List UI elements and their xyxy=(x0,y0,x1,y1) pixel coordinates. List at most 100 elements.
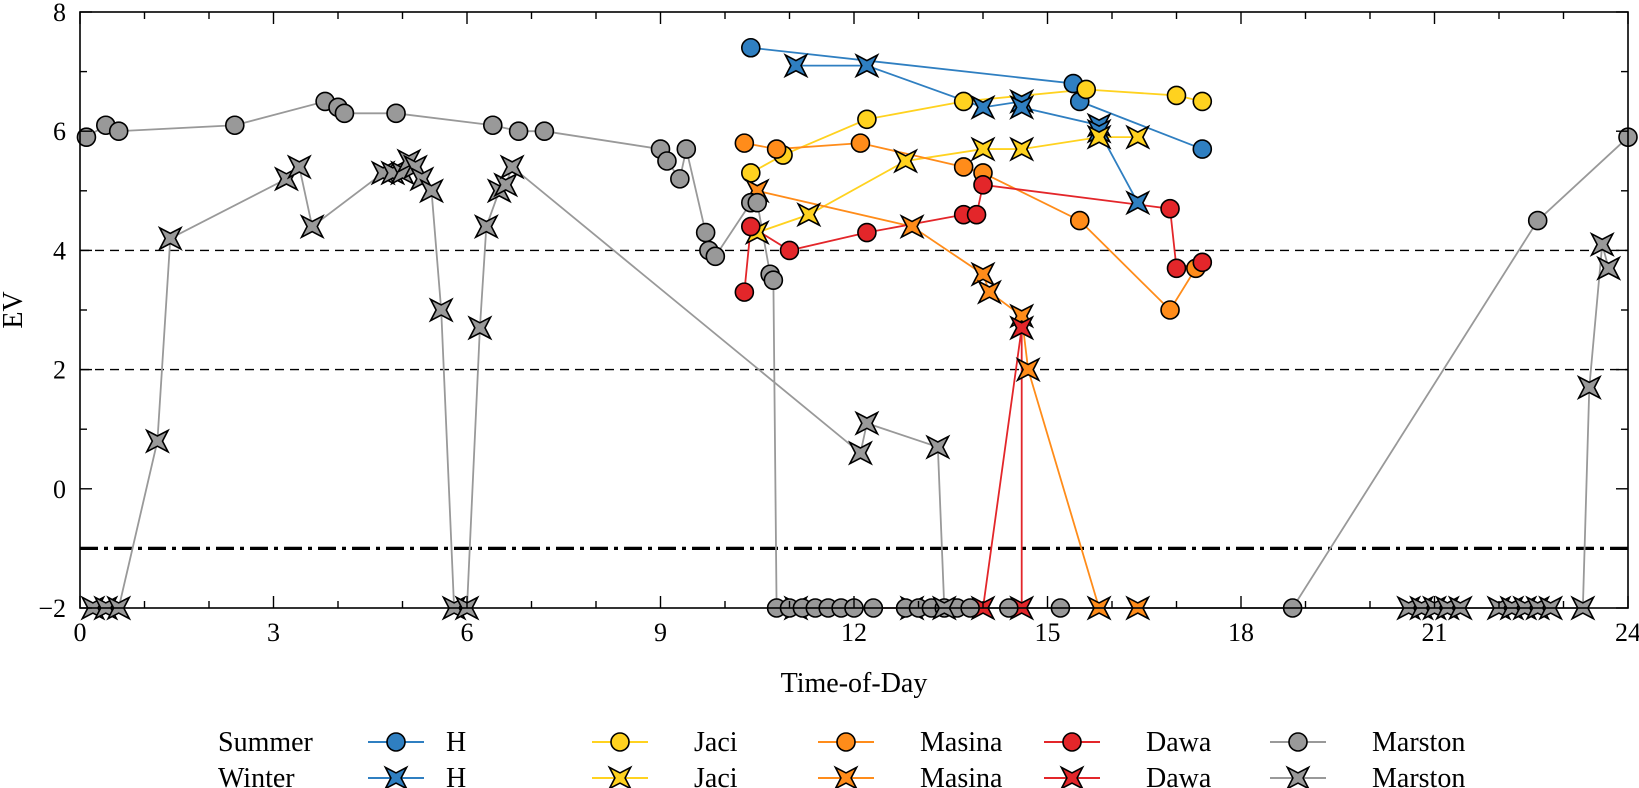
data-point-jaci-summer-5 xyxy=(1166,85,1187,106)
data-point-masina-summer-2 xyxy=(850,133,871,153)
data-point-marston-summer-14 xyxy=(676,139,697,159)
x-tick-label: 18 xyxy=(1228,618,1254,647)
data-point-jaci-winter-4 xyxy=(1009,136,1035,162)
legend-label-masina-summer: Masina xyxy=(920,727,1003,758)
legend-row-label-winter: Winter xyxy=(218,763,295,788)
data-point-marston-winter-14 xyxy=(419,178,445,204)
legend-label-masina-winter: Masina xyxy=(920,763,1003,788)
data-point-marston-winter-23 xyxy=(847,440,873,466)
data-point-h-winter-4 xyxy=(1009,94,1035,120)
x-axis-label: Time-of-Day xyxy=(781,668,928,699)
x-tick-label: 6 xyxy=(461,618,474,647)
legend-label-marston-summer: Marston xyxy=(1372,727,1465,758)
data-point-marston-summer-3 xyxy=(225,115,245,136)
legend-marker-jaci-summer xyxy=(610,732,630,752)
data-point-marston-summer-19 xyxy=(747,192,768,213)
data-point-dawa-summer-5 xyxy=(966,204,987,225)
data-point-dawa-winter-3 xyxy=(1009,315,1035,341)
legend-marker-masina-winter xyxy=(833,765,859,788)
series-line-masina-summer xyxy=(744,142,1197,312)
data-point-masina-winter-3 xyxy=(976,279,1002,305)
data-point-marston-winter-6 xyxy=(286,154,312,180)
data-point-marston-winter-24 xyxy=(854,410,880,436)
data-point-jaci-summer-3 xyxy=(953,91,974,112)
data-point-dawa-summer-1 xyxy=(740,216,761,237)
data-point-jaci-summer-2 xyxy=(857,109,877,130)
x-tick-label: 24 xyxy=(1615,618,1639,647)
data-point-marston-winter-4 xyxy=(157,225,183,251)
data-point-marston-summer-15 xyxy=(695,222,716,243)
data-point-jaci-summer-6 xyxy=(1192,91,1213,112)
legend-marker-masina-summer xyxy=(836,732,856,752)
plot-area xyxy=(80,12,1628,608)
legend: Summer Winter HH Jaci Jaci Masina Masina Dawa Da… xyxy=(218,727,1465,788)
legend-marker-jaci-winter xyxy=(607,765,633,788)
data-point-marston-winter-22 xyxy=(499,154,525,180)
data-point-marston-summer-12 xyxy=(657,151,677,171)
reference-lines xyxy=(80,249,1628,551)
x-tick-label: 0 xyxy=(74,618,87,647)
data-point-h-winter-0 xyxy=(783,53,809,79)
data-point-marston-winter-3 xyxy=(144,428,170,454)
data-point-marston-winter-19 xyxy=(473,214,499,240)
data-point-masina-summer-6 xyxy=(1160,300,1180,320)
data-point-marston-summer-8 xyxy=(482,115,503,136)
legend-marker-h-winter xyxy=(383,765,409,788)
data-point-dawa-summer-0 xyxy=(734,282,755,302)
data-point-dawa-summer-7 xyxy=(1160,198,1180,219)
x-tick-label: 3 xyxy=(267,618,280,647)
data-point-masina-summer-0 xyxy=(734,133,755,153)
y-tick-label: 4 xyxy=(53,236,66,265)
legend-marker-dawa-winter xyxy=(1059,765,1085,788)
data-point-dawa-summer-9 xyxy=(1192,252,1213,273)
data-point-jaci-winter-2 xyxy=(893,148,919,174)
y-tick-label: 6 xyxy=(53,117,66,146)
legend-label-h-winter: H xyxy=(446,763,466,788)
data-point-marston-winter-18 xyxy=(467,315,493,341)
data-point-h-summer-0 xyxy=(740,37,761,58)
legend-label-h-summer: H xyxy=(446,727,466,758)
y-axis-label: EV xyxy=(0,291,29,328)
data-point-masina-winter-1 xyxy=(899,214,925,240)
data-point-marston-summer-13 xyxy=(670,169,690,189)
data-point-marston-winter-40 xyxy=(1596,255,1622,281)
data-point-h-winter-2 xyxy=(970,94,996,120)
data-point-marston-winter-21 xyxy=(493,172,519,198)
data-point-marston-winter-12 xyxy=(402,154,428,180)
legend-label-dawa-winter: Dawa xyxy=(1146,763,1212,788)
data-point-dawa-summer-2 xyxy=(779,240,800,261)
legend-marker-marston-summer xyxy=(1288,732,1308,752)
data-point-dawa-summer-3 xyxy=(857,222,877,243)
x-tick-label: 12 xyxy=(841,618,867,647)
data-point-marston-summer-2 xyxy=(108,121,129,141)
x-tick-label: 21 xyxy=(1422,618,1448,647)
data-point-masina-summer-3 xyxy=(953,157,974,177)
data-point-h-winter-1 xyxy=(854,53,880,79)
data-point-jaci-summer-4 xyxy=(1076,79,1096,100)
series-markers xyxy=(76,37,1638,621)
data-point-dawa-summer-6 xyxy=(973,175,993,195)
data-point-jaci-winter-3 xyxy=(970,136,996,162)
data-point-jaci-winter-1 xyxy=(796,202,822,228)
legend-label-marston-winter: Marston xyxy=(1372,763,1465,788)
data-point-marston-winter-39 xyxy=(1589,231,1615,257)
x-tick-label: 9 xyxy=(654,618,667,647)
legend-marker-dawa-summer xyxy=(1062,732,1082,752)
data-point-marston-summer-7 xyxy=(386,103,406,124)
legend-label-jaci-winter: Jaci xyxy=(694,763,738,788)
data-point-jaci-winter-5 xyxy=(1086,124,1112,150)
y-tick-label: −2 xyxy=(38,594,66,623)
data-point-marston-summer-39 xyxy=(1527,210,1548,231)
data-point-marston-winter-15 xyxy=(428,297,454,323)
data-point-marston-summer-17 xyxy=(705,246,726,267)
plot-background xyxy=(80,12,1628,608)
data-point-marston-winter-25 xyxy=(925,434,951,460)
y-tick-label: 8 xyxy=(53,0,66,27)
x-tick-label: 15 xyxy=(1035,618,1061,647)
data-point-marston-winter-7 xyxy=(299,214,325,240)
legend-label-jaci-summer: Jaci xyxy=(694,727,738,758)
series-line-masina-winter xyxy=(757,189,1138,609)
data-point-masina-summer-5 xyxy=(1069,210,1090,231)
